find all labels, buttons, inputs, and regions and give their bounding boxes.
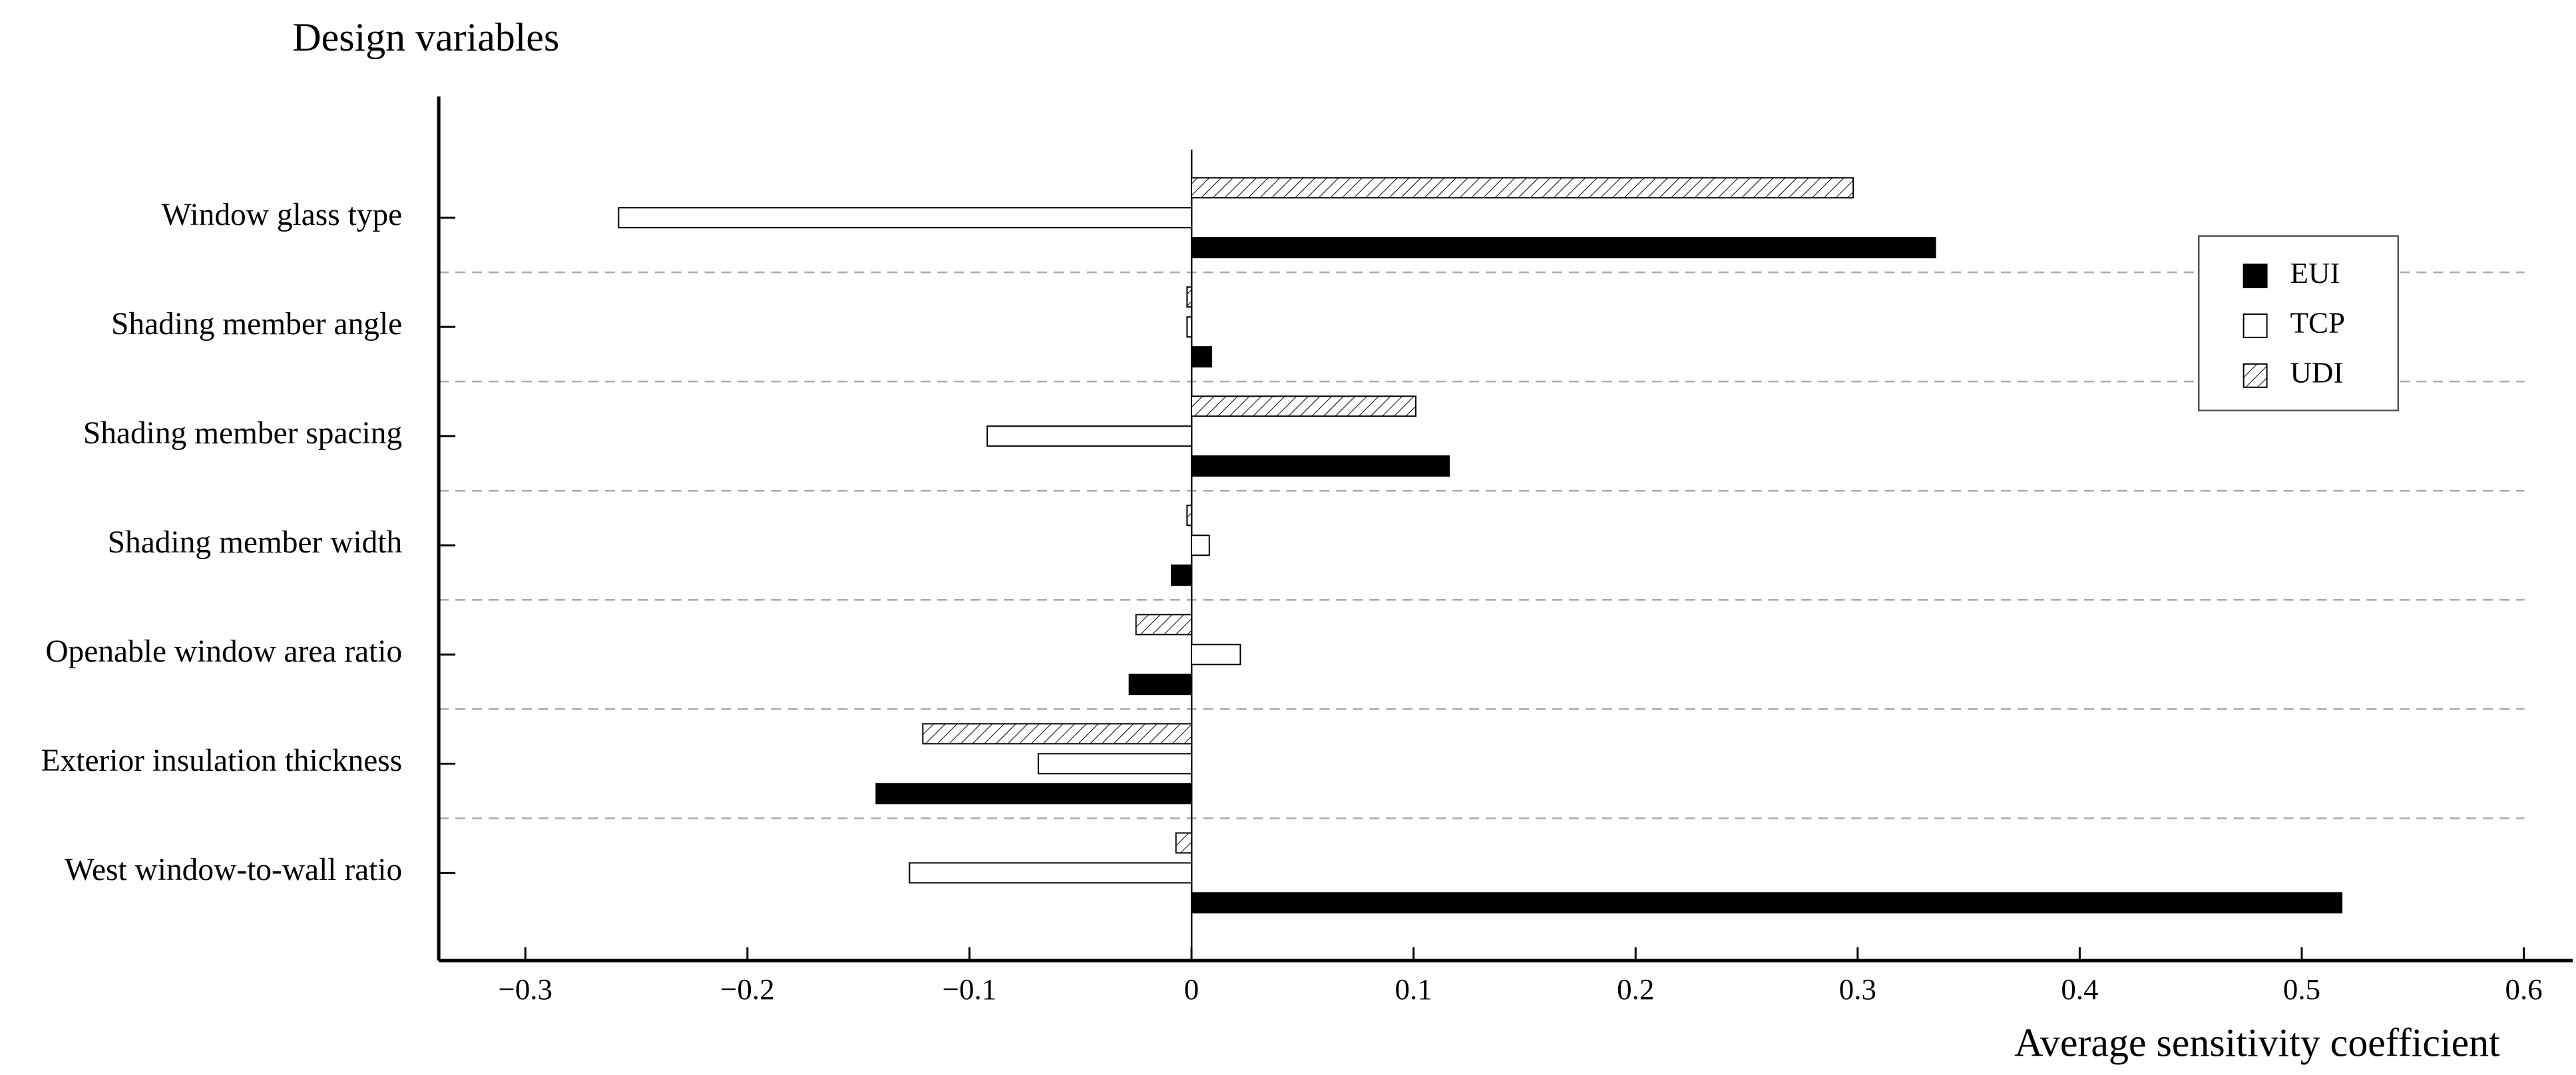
bar [1191, 237, 1936, 259]
bar [1191, 455, 1450, 477]
bar [909, 862, 1193, 884]
x-tick-label: 0.4 [2061, 972, 2098, 1006]
bar [1171, 564, 1193, 586]
bar [1191, 346, 1213, 368]
x-tick-label: 0.3 [1839, 972, 1876, 1006]
legend-swatch [2243, 363, 2268, 388]
bar [1191, 644, 1241, 666]
x-tick-label: 0.1 [1395, 972, 1432, 1006]
bar [1186, 316, 1193, 338]
x-tick-label: −0.3 [498, 972, 552, 1006]
separators [439, 271, 2525, 819]
bar [1191, 535, 1210, 556]
x-axis-title: Average sensitivity coefficient [2014, 1021, 2500, 1065]
bar [922, 723, 1193, 745]
bar [618, 207, 1193, 229]
bar [1186, 286, 1193, 308]
legend-swatch [2243, 313, 2268, 338]
y-tick-label: West window-to-wall ratio [65, 853, 402, 887]
x-tick-label: −0.2 [720, 972, 775, 1006]
bar [1128, 674, 1193, 696]
y-tick-label: Exterior insulation thickness [41, 744, 403, 778]
legend-swatch [2243, 264, 2268, 288]
bar [1186, 505, 1193, 527]
x-tick-label: 0.5 [2283, 972, 2320, 1006]
x-tick-label: 0.2 [1617, 972, 1654, 1006]
x-tick-label: −0.1 [943, 972, 997, 1006]
legend-label: TCP [2290, 306, 2345, 339]
y-tick-label: Shading member angle [111, 307, 402, 341]
bar [1175, 832, 1193, 854]
bar [875, 783, 1193, 805]
legend-box [2197, 235, 2400, 411]
bar [986, 425, 1193, 447]
x-tick-label: 0.6 [2505, 972, 2543, 1006]
y-tick-label: Window glass type [162, 198, 403, 232]
y-tick-label: Openable window area ratio [45, 634, 402, 669]
y-tick-label: Shading member width [108, 525, 403, 560]
bar [1191, 395, 1416, 417]
y-tick-label: Shading member spacing [83, 416, 402, 451]
bar [1191, 892, 2343, 914]
bar [1191, 177, 1854, 199]
legend-label: UDI [2290, 356, 2344, 389]
bar [1037, 753, 1193, 775]
legend-label: EUI [2290, 256, 2340, 290]
y-axis-title: Design variables [292, 15, 559, 59]
x-tick-label: 0 [1184, 972, 1199, 1006]
bar [1135, 614, 1193, 636]
